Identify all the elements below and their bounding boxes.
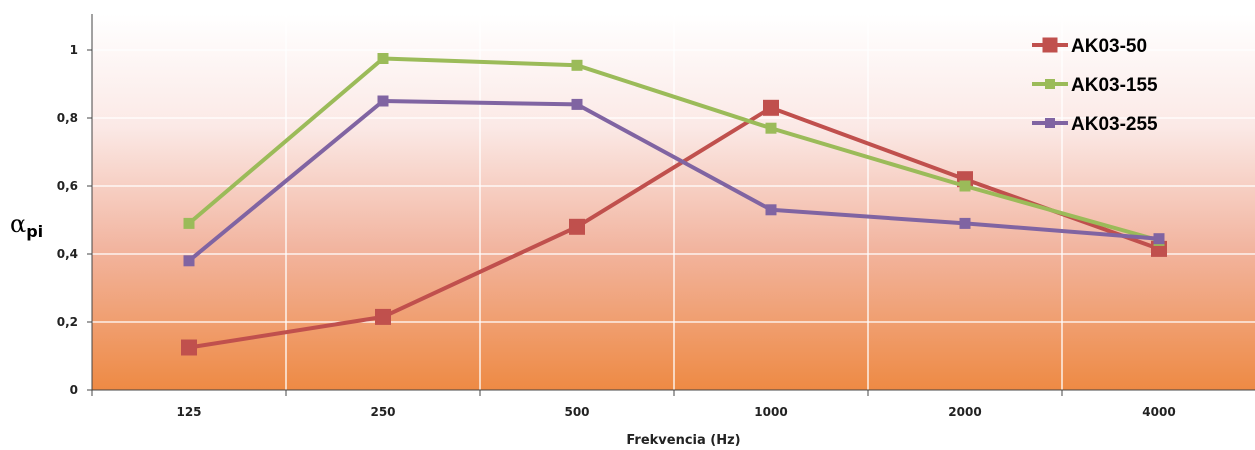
legend-item: AK03-255 bbox=[1032, 114, 1158, 135]
x-tick-label: 250 bbox=[370, 405, 395, 419]
gridlines bbox=[92, 14, 1255, 390]
series-line bbox=[187, 99, 1160, 263]
series-ak03-50 bbox=[181, 99, 1167, 356]
legend-item: AK03-155 bbox=[1032, 75, 1158, 96]
x-tick-label: 1000 bbox=[754, 405, 787, 419]
series-ak03-255 bbox=[183, 95, 1165, 267]
x-axis-title: Frekvencia (Hz) bbox=[626, 433, 740, 448]
series bbox=[181, 53, 1167, 356]
legend-label: AK03-255 bbox=[1071, 114, 1158, 135]
data-point-marker bbox=[959, 180, 971, 192]
data-point-marker bbox=[765, 122, 777, 134]
data-point-marker bbox=[183, 217, 195, 229]
y-tick-label: 0,8 bbox=[57, 111, 78, 125]
data-point-marker bbox=[377, 95, 389, 107]
data-point-marker bbox=[183, 255, 195, 267]
legend-item: AK03-50 bbox=[1032, 36, 1147, 57]
x-tick-label: 125 bbox=[176, 405, 201, 419]
y-axis-title: αpi bbox=[10, 210, 43, 241]
data-point-marker bbox=[959, 217, 971, 229]
y-tick-label: 0,4 bbox=[57, 247, 78, 261]
y-tick-label: 1 bbox=[70, 43, 78, 57]
x-tick-label: 2000 bbox=[948, 405, 981, 419]
series-line bbox=[187, 56, 1160, 243]
legend-swatch-marker bbox=[1042, 37, 1058, 53]
y-axis-title-sub: pi bbox=[26, 222, 43, 241]
y-tick-label: 0 bbox=[70, 383, 78, 397]
axes: 0 0,2 0,4 0,6 0,8 1 125 250 500 1000 2000 4000 bbox=[57, 14, 1255, 419]
y-tick-label: 0,2 bbox=[57, 315, 78, 329]
y-tick-label: 0,6 bbox=[57, 179, 78, 193]
data-point-marker bbox=[571, 59, 583, 71]
legend-swatch-marker bbox=[1045, 118, 1055, 128]
legend-label: AK03-155 bbox=[1071, 75, 1158, 96]
legend-swatch-marker bbox=[1045, 79, 1055, 89]
y-axis-title-main: α bbox=[10, 210, 26, 238]
data-point-marker bbox=[1153, 233, 1165, 245]
x-tick-label: 4000 bbox=[1142, 405, 1175, 419]
data-point-marker bbox=[377, 53, 389, 64]
data-point-marker bbox=[181, 339, 197, 356]
legend-label: AK03-50 bbox=[1071, 36, 1147, 57]
data-point-marker bbox=[765, 204, 777, 216]
legend: AK03-50 AK03-155 AK03-255 bbox=[1032, 36, 1158, 135]
x-tick-label: 500 bbox=[564, 405, 589, 419]
data-point-marker bbox=[375, 308, 391, 325]
series-line bbox=[188, 105, 1160, 350]
data-point-marker bbox=[569, 218, 585, 235]
data-point-marker bbox=[571, 98, 583, 110]
data-point-marker bbox=[763, 99, 779, 116]
